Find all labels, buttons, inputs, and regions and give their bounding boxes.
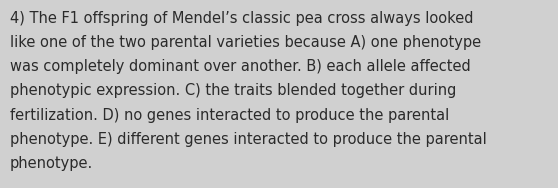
Text: 4) The F1 offspring of Mendel’s classic pea cross always looked: 4) The F1 offspring of Mendel’s classic …	[10, 11, 474, 26]
Text: fertilization. D) no genes interacted to produce the parental: fertilization. D) no genes interacted to…	[10, 108, 449, 123]
Text: phenotype.: phenotype.	[10, 156, 93, 171]
Text: like one of the two parental varieties because A) one phenotype: like one of the two parental varieties b…	[10, 35, 481, 50]
Text: phenotype. E) different genes interacted to produce the parental: phenotype. E) different genes interacted…	[10, 132, 487, 147]
Text: was completely dominant over another. B) each allele affected: was completely dominant over another. B)…	[10, 59, 471, 74]
Text: phenotypic expression. C) the traits blended together during: phenotypic expression. C) the traits ble…	[10, 83, 456, 99]
